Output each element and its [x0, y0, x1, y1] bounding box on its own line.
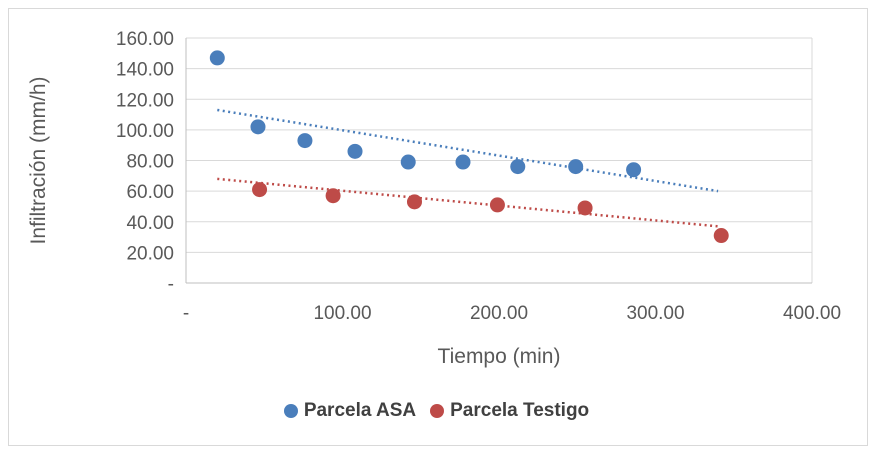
y-tick-label: 20.00	[126, 243, 174, 264]
legend-label-testigo: Parcela Testigo	[450, 400, 590, 421]
data-point-asa[interactable]	[297, 133, 313, 149]
legend-item-asa[interactable]: Parcela ASA	[283, 400, 417, 422]
y-tick-label: 100.00	[116, 121, 174, 142]
data-point-asa[interactable]	[510, 159, 526, 175]
y-tick-label: 120.00	[116, 90, 174, 111]
x-axis-title: Tiempo (min)	[438, 345, 561, 368]
legend-marker-asa	[283, 404, 298, 418]
chart-area	[8, 8, 868, 446]
y-tick-label: 60.00	[126, 182, 174, 203]
legend-item-testigo[interactable]: Parcela Testigo	[430, 400, 589, 422]
data-point-asa[interactable]	[250, 119, 266, 135]
legend: Parcela ASA Parcela Testigo	[0, 400, 873, 422]
data-point-testigo[interactable]	[713, 228, 729, 244]
data-point-asa[interactable]	[209, 50, 225, 66]
x-tick-label: 100.00	[313, 303, 371, 324]
x-tick-label: 200.00	[470, 303, 528, 324]
x-tick-label: -	[183, 303, 189, 324]
axes	[185, 38, 812, 284]
data-point-asa[interactable]	[347, 143, 363, 159]
y-tick-label: 140.00	[116, 60, 174, 81]
y-tick-label: -	[168, 274, 174, 295]
data-point-testigo[interactable]	[325, 188, 341, 204]
data-point-asa[interactable]	[568, 159, 584, 175]
tick-labels: - 20.00 40.00 60.00 80.00 100.00 120.00 140.00 1…	[116, 29, 841, 324]
y-tick-label: 80.00	[126, 152, 174, 173]
trendlines	[217, 108, 719, 228]
data-points	[209, 50, 729, 244]
y-tick-label: 40.00	[126, 213, 174, 234]
data-point-testigo[interactable]	[252, 182, 268, 198]
data-point-asa[interactable]	[626, 162, 642, 178]
legend-marker-testigo	[430, 404, 445, 418]
x-tick-label: 300.00	[626, 303, 684, 324]
gridlines	[186, 37, 813, 284]
data-point-asa[interactable]	[455, 154, 471, 170]
legend-label-asa: Parcela ASA	[303, 400, 417, 421]
x-tick-label: 400.00	[783, 303, 841, 324]
trendline-asa	[217, 108, 719, 193]
data-point-testigo[interactable]	[489, 197, 505, 213]
y-tick-label: 160.00	[116, 29, 174, 50]
y-axis-title: Infiltración (mm/h)	[27, 76, 50, 244]
trendline-testigo	[217, 177, 719, 228]
data-point-testigo[interactable]	[577, 200, 593, 216]
data-point-asa[interactable]	[400, 154, 416, 170]
data-point-testigo[interactable]	[406, 194, 422, 210]
